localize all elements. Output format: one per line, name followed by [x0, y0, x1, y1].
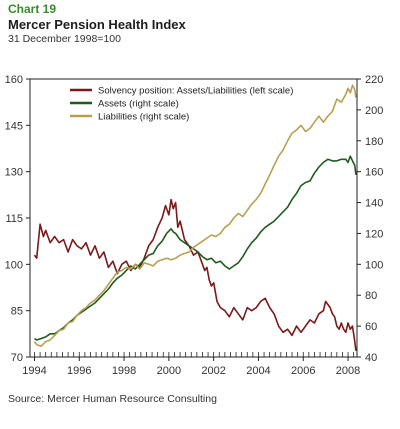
y-right-tick-label: 40 [365, 352, 377, 364]
x-tick-label: 1996 [67, 365, 91, 377]
x-tick-label: 2006 [291, 365, 315, 377]
series-line-assets [34, 155, 357, 341]
y-right-tick-label: 200 [365, 105, 383, 117]
y-right-tick-label: 180 [365, 136, 383, 148]
y-left-tick-label: 70 [11, 352, 23, 364]
y-left-tick-label: 130 [5, 167, 23, 179]
chart-subtitle: 31 December 1998=100 [8, 33, 121, 45]
x-tick-label: 1998 [112, 365, 136, 377]
series-line-solvency [33, 198, 357, 351]
y-left-tick-label: 85 [11, 306, 23, 318]
y-right-tick-label: 120 [365, 228, 383, 240]
x-tick-label: 1994 [22, 365, 46, 377]
y-right-tick-label: 80 [365, 290, 377, 302]
y-right-tick-label: 60 [365, 321, 377, 333]
legend-label: Assets (right scale) [98, 99, 179, 110]
chart-number: Chart 19 [8, 2, 57, 16]
y-right-tick-label: 160 [365, 167, 383, 179]
x-tick-label: 2004 [246, 365, 270, 377]
legend-label: Solvency position: Assets/Liabilities (l… [98, 86, 293, 97]
y-right-tick-label: 100 [365, 259, 383, 271]
y-left-tick-label: 145 [5, 120, 23, 132]
legend-label: Liabilities (right scale) [98, 112, 189, 123]
chart-title: Mercer Pension Health Index [8, 17, 186, 32]
y-left-tick-label: 160 [5, 74, 23, 86]
x-tick-label: 2008 [336, 365, 360, 377]
y-left-tick-label: 115 [5, 213, 23, 225]
x-tick-label: 2002 [201, 365, 225, 377]
x-tick-label: 2000 [157, 365, 181, 377]
plot-frame [29, 78, 358, 358]
chart-source: Source: Mercer Human Resource Consulting [8, 393, 217, 405]
y-left-tick-label: 100 [5, 259, 23, 271]
y-right-tick-label: 140 [365, 198, 383, 210]
y-right-tick-label: 220 [365, 74, 383, 86]
series-line-liabilities [33, 84, 357, 347]
